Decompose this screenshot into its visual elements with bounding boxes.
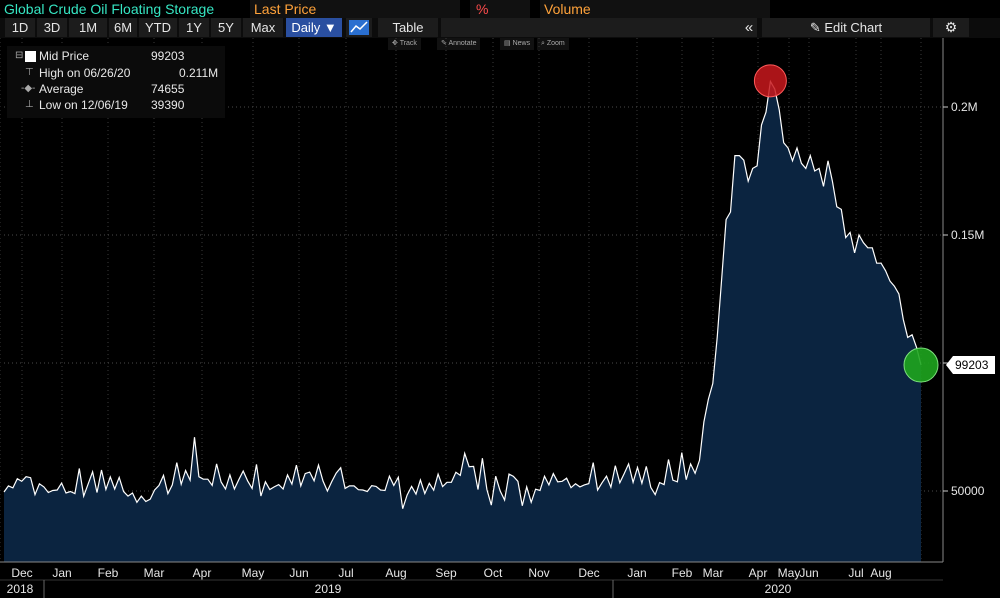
title-bar: Global Crude Oil Floating Storage Last P… <box>0 0 1000 18</box>
news-tool[interactable]: ▤ News <box>500 38 535 50</box>
legend-collapse-icon[interactable]: ⊟ <box>15 50 24 61</box>
range-1m-button[interactable]: 1M <box>69 18 107 37</box>
legend-row-average: -◆- Average 74655 <box>7 81 225 97</box>
x-tick-label: Oct <box>484 566 503 580</box>
x-tick-label: Mar <box>703 566 724 580</box>
legend-value: 0.211M <box>179 66 219 80</box>
line-chart-icon <box>349 20 369 35</box>
annotate-tool[interactable]: ✎ Annotate <box>437 38 481 50</box>
x-tick-label: Jan <box>627 566 646 580</box>
legend-label: Mid Price <box>39 49 90 63</box>
range-6m-button[interactable]: 6M <box>109 18 137 37</box>
average-icon: -◆- <box>21 83 36 94</box>
x-tick-label: Dec <box>578 566 599 580</box>
field1-box <box>250 0 460 18</box>
edit-chart-label: Edit Chart <box>824 20 883 35</box>
range-1y-button[interactable]: 1Y <box>179 18 209 37</box>
field2-box <box>540 0 770 18</box>
legend-row-low: ⊥ Low on 12/06/19 39390 <box>7 97 225 113</box>
x-tick-label: Jul <box>848 566 863 580</box>
field-percent[interactable]: % <box>476 1 489 17</box>
x-tick-label: Aug <box>870 566 891 580</box>
legend-label: High on 06/26/20 <box>39 66 131 80</box>
year-label: 2020 <box>765 582 792 596</box>
frequency-dropdown[interactable]: Daily ▼ <box>286 18 342 37</box>
legend-label: Low on 12/06/19 <box>39 98 128 112</box>
edit-chart-button[interactable]: ✎ Edit Chart <box>762 18 930 37</box>
range-max-button[interactable]: Max <box>243 18 283 37</box>
zoom-tool[interactable]: ⌕ Zoom <box>537 38 569 50</box>
y-tick-label: 0.2M <box>951 100 978 114</box>
x-tick-label: Nov <box>528 566 549 580</box>
legend-value: 39390 <box>151 98 185 112</box>
x-tick-label: Jan <box>52 566 71 580</box>
range-3d-button[interactable]: 3D <box>37 18 67 37</box>
security-title[interactable]: Global Crude Oil Floating Storage <box>4 1 215 17</box>
x-tick-label: Sep <box>435 566 457 580</box>
year-label: 2018 <box>7 582 34 596</box>
x-tick-label: Dec <box>11 566 32 580</box>
gear-icon[interactable]: ⚙ <box>933 18 969 37</box>
x-tick-label: Feb <box>98 566 119 580</box>
chart-toolbar: 1D 3D 1M 6M YTD 1Y 5Y Max Daily ▼ Table … <box>0 18 1000 38</box>
range-5y-button[interactable]: 5Y <box>211 18 241 37</box>
pencil-icon: ✎ <box>809 20 821 35</box>
low-icon: ⊥ <box>25 99 34 110</box>
pct-box <box>470 0 530 18</box>
x-tick-label: Jul <box>338 566 353 580</box>
x-tick-label: Apr <box>749 566 768 580</box>
y-tick-label: 50000 <box>951 484 985 498</box>
legend-row-mid[interactable]: ⊟ Mid Price 99203 <box>7 48 225 64</box>
x-tick-label: Aug <box>385 566 406 580</box>
legend-panel: ⊟ Mid Price 99203 ⊤ High on 06/26/20 0.2… <box>7 46 225 118</box>
legend-swatch <box>25 51 36 62</box>
chart-series <box>3 79 922 563</box>
range-1d-button[interactable]: 1D <box>5 18 35 37</box>
x-tick-label: Apr <box>193 566 212 580</box>
x-tick-label: Feb <box>672 566 693 580</box>
field-volume[interactable]: Volume <box>544 1 591 17</box>
table-button[interactable]: Table <box>378 18 438 37</box>
x-tick-label: May <box>778 566 801 580</box>
legend-value: 74655 <box>151 82 185 96</box>
chart-type-line-button[interactable] <box>346 18 372 37</box>
last-value-label: 99203 <box>955 358 989 372</box>
legend-value: 99203 <box>151 49 185 63</box>
x-tick-label: Jun <box>289 566 308 580</box>
y-tick-label: 0.15M <box>951 228 984 242</box>
last-value-marker <box>903 347 939 383</box>
x-tick-label: Jun <box>799 566 818 580</box>
last-value-callout <box>946 356 995 375</box>
field-last-price[interactable]: Last Price <box>254 1 317 17</box>
toolbar-spacer <box>441 18 741 37</box>
range-ytd-button[interactable]: YTD <box>139 18 177 37</box>
x-tick-label: May <box>242 566 265 580</box>
high-icon: ⊤ <box>25 67 34 78</box>
high-marker <box>753 64 787 98</box>
legend-label: Average <box>39 82 84 96</box>
collapse-button[interactable]: « <box>741 18 757 37</box>
chart-markers: 99203 <box>753 64 995 383</box>
year-label: 2019 <box>315 582 342 596</box>
x-tick-label: Mar <box>144 566 165 580</box>
series-area <box>4 81 921 563</box>
legend-row-high: ⊤ High on 06/26/20 0.211M <box>7 65 225 81</box>
